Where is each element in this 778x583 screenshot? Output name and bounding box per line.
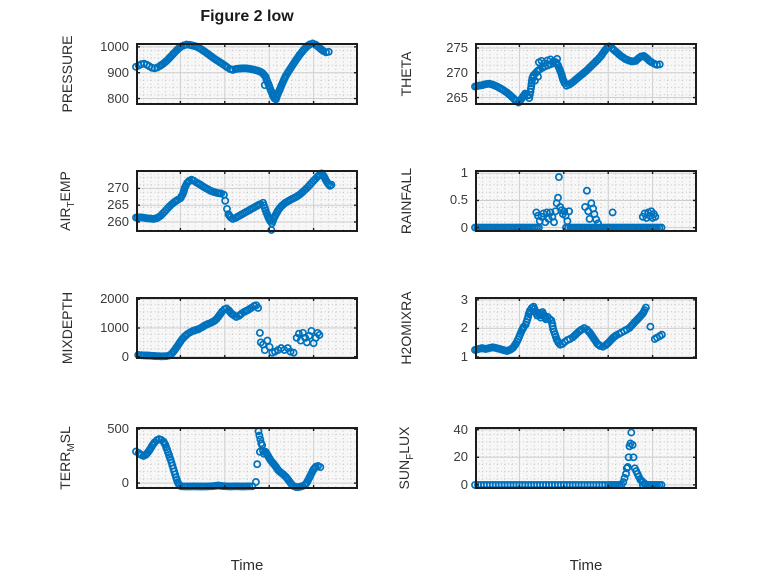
plot-area-terr_msl xyxy=(132,427,358,492)
y-tick-label: 3 xyxy=(460,291,468,307)
axes-border xyxy=(136,43,358,105)
minor-grid xyxy=(475,427,697,489)
y-axis-label-pressure: PRESSURE xyxy=(59,35,75,113)
y-tick-label: 1000 xyxy=(100,38,129,54)
y-tick-label: 2 xyxy=(460,320,468,336)
y-tick-label: 265 xyxy=(107,197,129,213)
y-tick-label: 0 xyxy=(121,348,129,364)
data-markers xyxy=(132,39,333,104)
y-tick-label: 0.5 xyxy=(449,192,468,208)
axes-border xyxy=(475,297,697,359)
data-markers xyxy=(471,302,666,355)
plot-area-pressure xyxy=(132,39,358,105)
axes-border xyxy=(475,427,697,489)
y-tick-label: 1 xyxy=(460,349,468,364)
y-axis-label-rainfall: RAINFALL xyxy=(398,167,414,235)
y-tick-label: 260 xyxy=(107,213,129,229)
data-markers xyxy=(132,169,336,234)
y-axis-label-mixdepth: MIXDEPTH xyxy=(59,291,75,365)
y-tick-label: 2000 xyxy=(100,291,129,307)
y-tick-label: 0 xyxy=(121,475,129,491)
y-axis-label-air_temp: AIRTEMP xyxy=(57,171,77,231)
data-markers xyxy=(471,173,666,232)
plot-area-sun_flux xyxy=(471,427,697,489)
y-tick-label: 275 xyxy=(446,39,468,55)
axes-border xyxy=(475,43,697,105)
x-axis-label: Time xyxy=(230,557,264,574)
y-tick-label: 265 xyxy=(446,89,468,105)
y-tick-label: 0 xyxy=(460,476,468,492)
y-tick-label: 500 xyxy=(107,421,129,437)
y-tick-label: 40 xyxy=(453,421,468,437)
y-tick-label: 800 xyxy=(107,90,129,106)
y-tick-label: 0 xyxy=(460,219,468,235)
y-tick-label: 1000 xyxy=(100,320,129,335)
axes-border xyxy=(136,170,358,232)
plot-area-rainfall xyxy=(471,170,697,232)
plot-area-mixdepth xyxy=(134,297,358,361)
x-axis-label: Time xyxy=(569,557,603,574)
plot-area-air_temp xyxy=(132,169,358,234)
axes-border xyxy=(136,427,358,489)
axes-border xyxy=(136,297,358,359)
data-markers xyxy=(134,301,324,361)
y-axis-label-terr_msl: TERRMSL xyxy=(57,426,77,490)
plot-area-h2omixra xyxy=(471,297,697,359)
y-tick-label: 270 xyxy=(446,64,468,80)
y-tick-label: 270 xyxy=(107,180,129,196)
figure-title: Figure 2 low xyxy=(200,8,294,25)
y-axis-label-h2omixra: H2OMIXRA xyxy=(398,291,414,365)
y-axis-label-sun_flux: SUNFLUX xyxy=(396,426,416,490)
axes-border xyxy=(475,170,697,232)
y-tick-label: 20 xyxy=(453,449,468,465)
y-tick-label: 1 xyxy=(460,165,468,181)
y-axis-label-theta: THETA xyxy=(398,51,414,97)
plot-area-theta xyxy=(471,42,697,107)
y-tick-label: 900 xyxy=(107,64,129,80)
